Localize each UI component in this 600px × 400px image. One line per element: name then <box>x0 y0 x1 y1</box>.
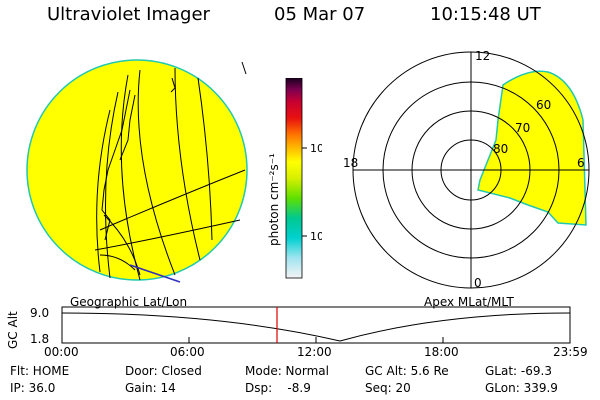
status-glat: GLat: -69.3 <box>485 364 552 378</box>
mlat-label-60: 60 <box>536 98 551 112</box>
terminator-line <box>129 264 181 283</box>
timeline-ytick-low: 1.8 <box>30 332 49 346</box>
polar-plot: 12 18 6 0 60 70 80 <box>343 49 590 290</box>
colorbar-tick-10: 10 <box>310 230 322 243</box>
status-glon: GLon: 339.9 <box>485 381 558 395</box>
mlat-label-80: 80 <box>493 142 508 156</box>
status-flt: Flt: HOME <box>10 364 70 378</box>
timeline-xticks <box>188 337 444 343</box>
date-label: 05 Mar 07 <box>274 4 366 25</box>
timeline-xtick-1: 06:00 <box>170 345 205 359</box>
apex-caption: Apex MLat/MLT <box>424 295 514 309</box>
altitude-curve <box>61 312 571 342</box>
instrument-title: Ultraviolet Imager <box>47 4 210 25</box>
lat-lon-grid <box>94 67 246 281</box>
altitude-timeline: GC Alt 9.0 1.8 <box>6 306 571 349</box>
geographic-image <box>26 59 248 283</box>
status-ip: IP: 36.0 <box>10 381 56 395</box>
earth-disk <box>26 59 248 281</box>
status-gc-alt: GC Alt: 5.6 Re <box>365 364 449 378</box>
time-label: 10:15:48 UT <box>430 4 541 25</box>
colorbar-unit-label: photon cm⁻²s⁻¹ <box>267 153 281 246</box>
colorbar-tick-100: 100 <box>310 142 322 155</box>
timeline-axis-label: GC Alt <box>6 311 20 349</box>
mlt-label-12: 12 <box>475 49 490 63</box>
timeline-xtick-0: 00:00 <box>44 345 79 359</box>
timeline-xtick-3: 18:00 <box>424 345 459 359</box>
status-mode: Mode: Normal <box>245 364 329 378</box>
mlt-label-0: 0 <box>474 276 482 290</box>
mlat-rings <box>352 51 590 289</box>
status-dsp: Dsp: -8.9 <box>245 381 311 395</box>
timeline-xtick-4: 23:59 <box>553 345 588 359</box>
timeline-xtick-2: 12:00 <box>297 345 332 359</box>
status-seq: Seq: 20 <box>365 381 411 395</box>
auroral-oval <box>477 70 587 226</box>
mlt-label-18: 18 <box>343 156 358 170</box>
mlat-label-70: 70 <box>515 121 530 135</box>
colorbar-gradient <box>285 78 303 279</box>
status-gain: Gain: 14 <box>125 381 176 395</box>
coastline <box>101 61 247 241</box>
timeline-ytick-high: 9.0 <box>30 306 49 320</box>
geographic-caption: Geographic Lat/Lon <box>70 295 188 309</box>
colorbar: 100 10 photon cm⁻²s⁻¹ <box>267 78 322 279</box>
mlt-label-6: 6 <box>577 156 585 170</box>
status-door: Door: Closed <box>125 364 202 378</box>
